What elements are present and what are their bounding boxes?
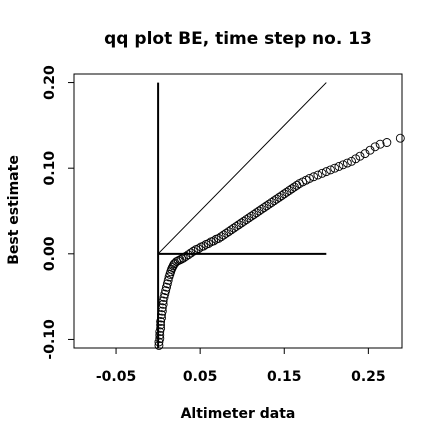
data-point: [163, 275, 173, 285]
data-point: [162, 282, 171, 292]
x-tick-label: -0.05: [96, 369, 136, 385]
y-tick-label: -0.10: [42, 319, 58, 360]
data-point: [154, 340, 164, 350]
x-axis-title: Altimeter data: [181, 406, 296, 422]
data-point: [326, 165, 335, 175]
data-point: [183, 250, 193, 260]
data-point: [214, 233, 224, 243]
data-point: [375, 139, 385, 149]
data-point: [155, 334, 165, 344]
data-point: [395, 133, 405, 143]
data-point: [231, 221, 241, 231]
data-point: [244, 213, 254, 223]
data-point: [157, 310, 166, 320]
data-point: [262, 201, 272, 211]
data-point: [194, 244, 203, 254]
data-point: [224, 227, 234, 237]
data-point: [204, 239, 214, 248]
data-point: [181, 251, 191, 261]
plot-frame: [73, 73, 403, 349]
data-point: [254, 206, 264, 216]
x-tick-label: 0.25: [351, 369, 386, 385]
data-point: [188, 246, 198, 256]
data-point: [216, 232, 226, 242]
data-point: [157, 313, 166, 323]
data-point: [161, 286, 171, 296]
data-point: [159, 293, 169, 302]
data-point: [155, 330, 165, 340]
data-point: [330, 163, 340, 173]
data-point: [160, 289, 170, 299]
data-point: [277, 191, 287, 201]
data-point: [157, 306, 167, 316]
data-point: [269, 196, 279, 206]
data-point: [162, 279, 172, 289]
data-point: [272, 194, 282, 204]
data-point: [156, 317, 166, 326]
data-point: [241, 215, 251, 225]
data-point: [226, 225, 236, 235]
data-point: [219, 230, 229, 240]
data-point: [252, 208, 261, 218]
data-point: [155, 327, 165, 337]
data-points: [154, 133, 405, 350]
data-point: [154, 337, 164, 347]
data-point: [365, 145, 375, 155]
data-point: [264, 199, 274, 209]
data-point: [234, 220, 244, 230]
identity-line: [157, 82, 327, 255]
data-point: [321, 167, 331, 177]
data-point: [249, 209, 259, 219]
data-point: [186, 248, 196, 258]
data-point: [338, 160, 348, 170]
data-point: [170, 258, 180, 268]
data-point: [279, 189, 289, 199]
y-tick-label: 0.10: [42, 151, 58, 186]
data-point: [239, 216, 249, 226]
data-point: [342, 158, 352, 168]
y-tick-label: 0.00: [42, 236, 58, 271]
y-axis: -0.10 0.00 0.10 0.20: [42, 65, 74, 360]
data-point: [370, 142, 380, 152]
data-point: [221, 228, 231, 238]
x-tick-label: 0.15: [267, 369, 302, 385]
data-point: [229, 223, 239, 233]
data-point: [156, 323, 166, 333]
data-point: [247, 211, 256, 221]
data-point: [360, 149, 370, 159]
data-point: [317, 168, 327, 178]
data-point: [199, 241, 208, 251]
y-axis-title: Best estimate: [6, 155, 22, 265]
data-point: [158, 296, 168, 306]
data-point: [334, 162, 344, 171]
data-point: [287, 184, 297, 194]
data-point: [313, 170, 323, 180]
data-point: [236, 218, 246, 228]
data-point: [157, 303, 167, 313]
data-point: [382, 138, 392, 147]
data-point: [158, 299, 168, 309]
data-point: [309, 172, 319, 182]
data-point: [178, 253, 188, 263]
x-axis: -0.05 0.05 0.15 0.25: [96, 348, 386, 385]
data-point: [259, 203, 269, 213]
data-point: [274, 192, 284, 202]
reference-lines: [157, 82, 327, 348]
data-point: [289, 182, 299, 192]
chart-title: qq plot BE, time step no. 13: [104, 29, 372, 49]
data-point: [282, 187, 292, 197]
data-point: [209, 236, 219, 246]
data-point: [156, 320, 166, 330]
x-tick-label: 0.05: [183, 369, 218, 385]
data-point: [355, 151, 365, 161]
data-point: [305, 174, 314, 183]
data-point: [257, 204, 266, 214]
y-tick-label: 0.20: [42, 65, 58, 100]
data-point: [267, 197, 277, 207]
data-point: [284, 185, 294, 195]
